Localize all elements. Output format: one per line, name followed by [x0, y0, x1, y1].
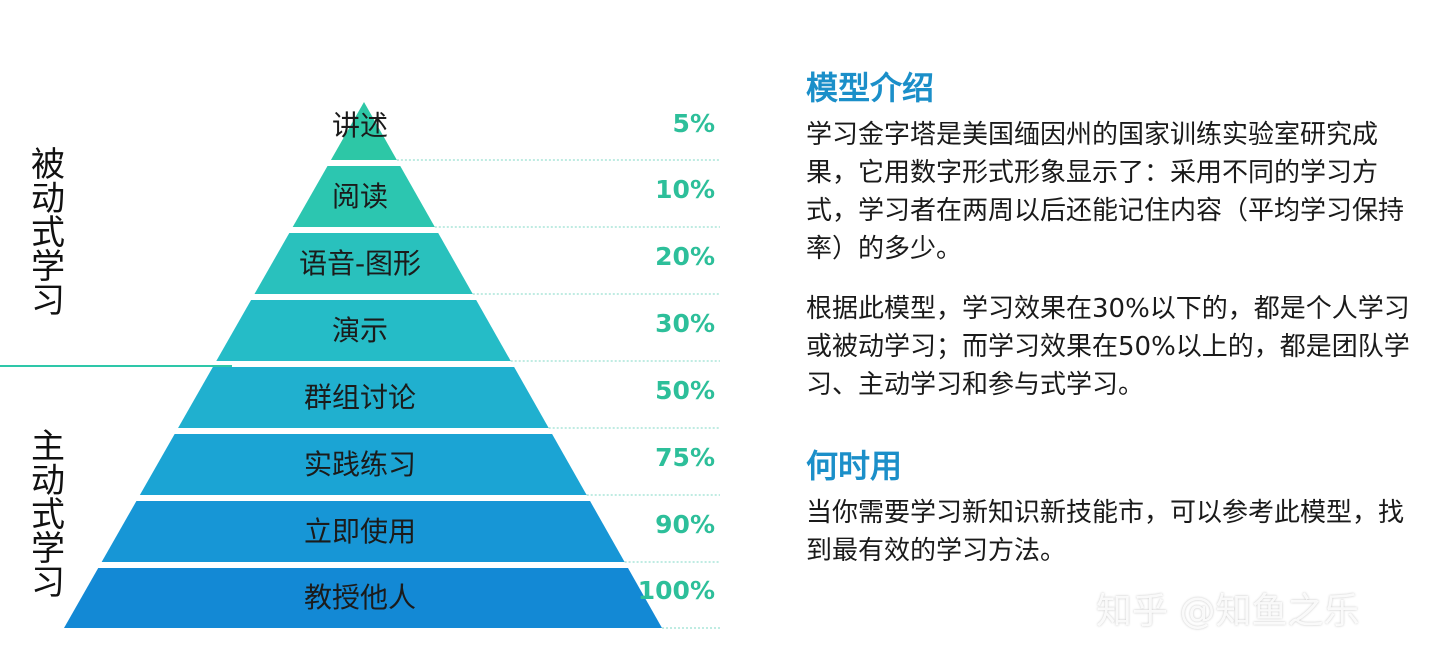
passive-active-divider	[0, 365, 232, 367]
pyramid-layer-4	[216, 300, 511, 361]
info-panel: 模型介绍 学习金字塔是美国缅因州的国家训练实验室研究成果，它用数字形式形象显示了…	[806, 68, 1426, 570]
when-to-use-paragraph: 当你需要学习新知识新技能市，可以参考此模型，找到最有效的学习方法。	[806, 498, 1405, 566]
pyramid-layer-1	[330, 102, 397, 160]
pyramid-layer-2	[292, 166, 435, 227]
learning-pyramid	[64, 102, 720, 629]
pyramid-layer-label: 语音-图形	[298, 246, 422, 280]
model-conclusion-paragraph: 根据此模型，学习效果在30%以下的，都是个人学习或被动学习；而学习效果在50%以…	[806, 294, 1410, 400]
retention-percent: 10%	[655, 174, 715, 204]
pyramid-layer-7	[101, 501, 625, 562]
pyramid-layer-8	[64, 568, 662, 628]
pyramid-layer-label: 群组讨论	[303, 380, 416, 414]
retention-percent: 100%	[637, 576, 715, 605]
retention-percent: 75%	[655, 442, 715, 472]
active-learning-label: 主动式学习	[31, 427, 65, 603]
pyramid-layer-label: 阅读	[331, 179, 388, 213]
retention-percent: 50%	[655, 375, 715, 405]
retention-percent: 5%	[672, 109, 715, 138]
zhihu-watermark: 知乎 @知鱼之乐	[1096, 591, 1360, 632]
retention-percent: 90%	[655, 509, 715, 539]
model-intro-paragraph: 学习金字塔是美国缅因州的国家训练实验室研究成果，它用数字形式形象显示了：采用不同…	[806, 120, 1405, 264]
when-to-use-heading: 何时用	[806, 447, 903, 485]
pyramid-layer-label: 演示	[331, 313, 388, 347]
model-intro-heading: 模型介绍	[806, 69, 935, 107]
pyramid-layer-label: 实践练习	[303, 447, 416, 481]
pyramid-layer-label: 讲述	[331, 109, 388, 142]
pyramid-layer-6	[139, 434, 587, 495]
passive-learning-label: 被动式学习	[31, 145, 65, 321]
pyramid-layer-label: 立即使用	[303, 514, 416, 548]
retention-percent: 20%	[655, 241, 715, 271]
pyramid-layer-5	[178, 367, 549, 428]
pyramid-layer-label: 教授他人	[303, 581, 416, 614]
pyramid-layer-3	[254, 233, 473, 294]
retention-percent: 30%	[655, 308, 715, 338]
